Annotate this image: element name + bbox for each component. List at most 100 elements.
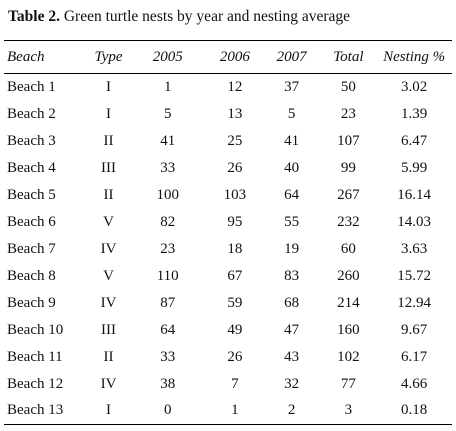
table-row: Beach 11 II 33 26 43 102 6.17	[4, 344, 452, 371]
cell-total: 107	[337, 132, 360, 149]
header-total: Total	[320, 40, 377, 74]
cell-2006: 59	[227, 294, 243, 311]
cell-nesting-pct: 3.02	[400, 78, 428, 95]
cell-beach: Beach 13	[4, 397, 89, 425]
cell-2005: 87	[160, 294, 176, 311]
cell-nesting-pct: 12.94	[397, 294, 431, 311]
cell-nesting-pct: 3.63	[400, 240, 428, 257]
cell-type: IV	[100, 240, 117, 257]
cell-type: V	[103, 267, 114, 284]
cell-2005: 82	[160, 213, 176, 230]
cell-type: III	[101, 159, 117, 176]
cell-nesting-pct: 14.03	[397, 213, 431, 230]
cell-2007: 40	[284, 159, 300, 176]
table-row: Beach 10 III 64 49 47 160 9.67	[4, 317, 452, 344]
cell-2006: 95	[227, 213, 243, 230]
cell-nesting-pct: 0.18	[376, 397, 452, 425]
cell-2005: 38	[160, 375, 176, 392]
cell-2006: 18	[227, 240, 243, 257]
cell-type: II	[103, 186, 114, 203]
table-row: Beach 3 II 41 25 41 107 6.47	[4, 128, 452, 155]
cell-2007: 47	[284, 321, 300, 338]
table-row: Beach 5 II 100 103 64 267 16.14	[4, 182, 452, 209]
cell-beach: Beach 12	[7, 375, 64, 392]
table-row: Beach 2 I 5 13 5 23 1.39	[4, 101, 452, 128]
cell-type: I	[106, 78, 112, 95]
cell-nesting-pct: 6.47	[400, 132, 428, 149]
table-row: Beach 4 III 33 26 40 99 5.99	[4, 155, 452, 182]
cell-2006: 25	[227, 132, 243, 149]
cell-2007: 41	[284, 132, 300, 149]
cell-type: IV	[100, 375, 117, 392]
cell-2007: 19	[284, 240, 300, 257]
cell-beach: Beach 2	[7, 105, 56, 122]
cell-2006: 26	[227, 159, 243, 176]
cell-nesting-pct: 16.14	[397, 186, 431, 203]
cell-beach: Beach 8	[7, 267, 56, 284]
cell-beach: Beach 9	[7, 294, 56, 311]
cell-2006: 103	[223, 186, 247, 203]
header-2007: 2007	[262, 40, 321, 74]
table-caption: Table 2. Green turtle nests by year and …	[8, 8, 350, 26]
cell-beach: Beach 7	[7, 240, 56, 257]
cell-type: II	[103, 132, 114, 149]
cell-2007: 43	[284, 348, 300, 365]
cell-total: 260	[337, 267, 360, 284]
table-row: Beach 7 IV 23 18 19 60 3.63	[4, 236, 452, 263]
cell-beach: Beach 11	[7, 348, 63, 365]
header-2005: 2005	[128, 40, 207, 74]
cell-nesting-pct: 6.17	[400, 348, 428, 365]
cell-2006: 26	[227, 348, 243, 365]
cell-type: I	[106, 105, 112, 122]
table-caption-text: Green turtle nests by year and nesting a…	[63, 8, 351, 25]
cell-2005: 100	[156, 186, 179, 203]
table-row: Beach 12 IV 38 7 32 77 4.66	[4, 371, 452, 398]
table-row: Beach 9 IV 87 59 68 214 12.94	[4, 290, 452, 317]
cell-total: 77	[340, 375, 356, 392]
cell-2006: 7	[231, 375, 239, 392]
cell-total: 267	[337, 186, 360, 203]
cell-2005: 41	[160, 132, 176, 149]
cell-beach: Beach 4	[7, 159, 56, 176]
cell-total: 23	[340, 105, 356, 122]
cell-2007: 64	[284, 186, 300, 203]
cell-2005: 0	[128, 397, 207, 425]
cell-2005: 64	[160, 321, 176, 338]
cell-2006: 49	[227, 321, 243, 338]
table-row: Beach 13 I 0 1 2 3 0.18	[4, 397, 452, 425]
cell-nesting-pct: 1.39	[400, 105, 428, 122]
cell-type: II	[103, 348, 114, 365]
cell-nesting-pct: 15.72	[397, 267, 431, 284]
cell-2005: 5	[163, 105, 172, 122]
cell-beach: Beach 6	[7, 213, 56, 230]
cell-2007: 2	[262, 397, 321, 425]
cell-2007: 37	[284, 78, 300, 95]
table-header-row: Beach Type 2005 2006 2007 Total Nesting …	[4, 40, 452, 74]
cell-beach: Beach 3	[7, 132, 56, 149]
cell-beach: Beach 10	[7, 321, 64, 338]
cell-total: 214	[337, 294, 360, 311]
cell-total: 99	[340, 159, 356, 176]
table-row: Beach 6 V 82 95 55 232 14.03	[4, 209, 452, 236]
cell-total: 3	[320, 397, 377, 425]
cell-2006: 67	[227, 267, 243, 284]
cell-2005: 110	[156, 267, 179, 284]
cell-2005: 33	[160, 348, 176, 365]
header-nesting-pct: Nesting %	[376, 40, 452, 74]
header-beach: Beach	[4, 40, 89, 74]
header-type: Type	[88, 40, 129, 74]
cell-2007: 55	[284, 213, 300, 230]
cell-nesting-pct: 9.67	[400, 321, 428, 338]
cell-total: 232	[337, 213, 360, 230]
cell-2007: 83	[284, 267, 300, 284]
cell-type: III	[101, 321, 117, 338]
cell-beach: Beach 1	[7, 78, 56, 95]
cell-type: V	[103, 213, 114, 230]
table-caption-label: Table 2.	[8, 8, 60, 25]
table-row: Beach 1 I 1 12 37 50 3.02	[4, 74, 452, 101]
cell-2007: 32	[284, 375, 300, 392]
cell-2006: 1	[206, 397, 263, 425]
cell-total: 60	[340, 240, 356, 257]
cell-2005: 1	[163, 78, 172, 95]
cell-2006: 13	[227, 105, 243, 122]
